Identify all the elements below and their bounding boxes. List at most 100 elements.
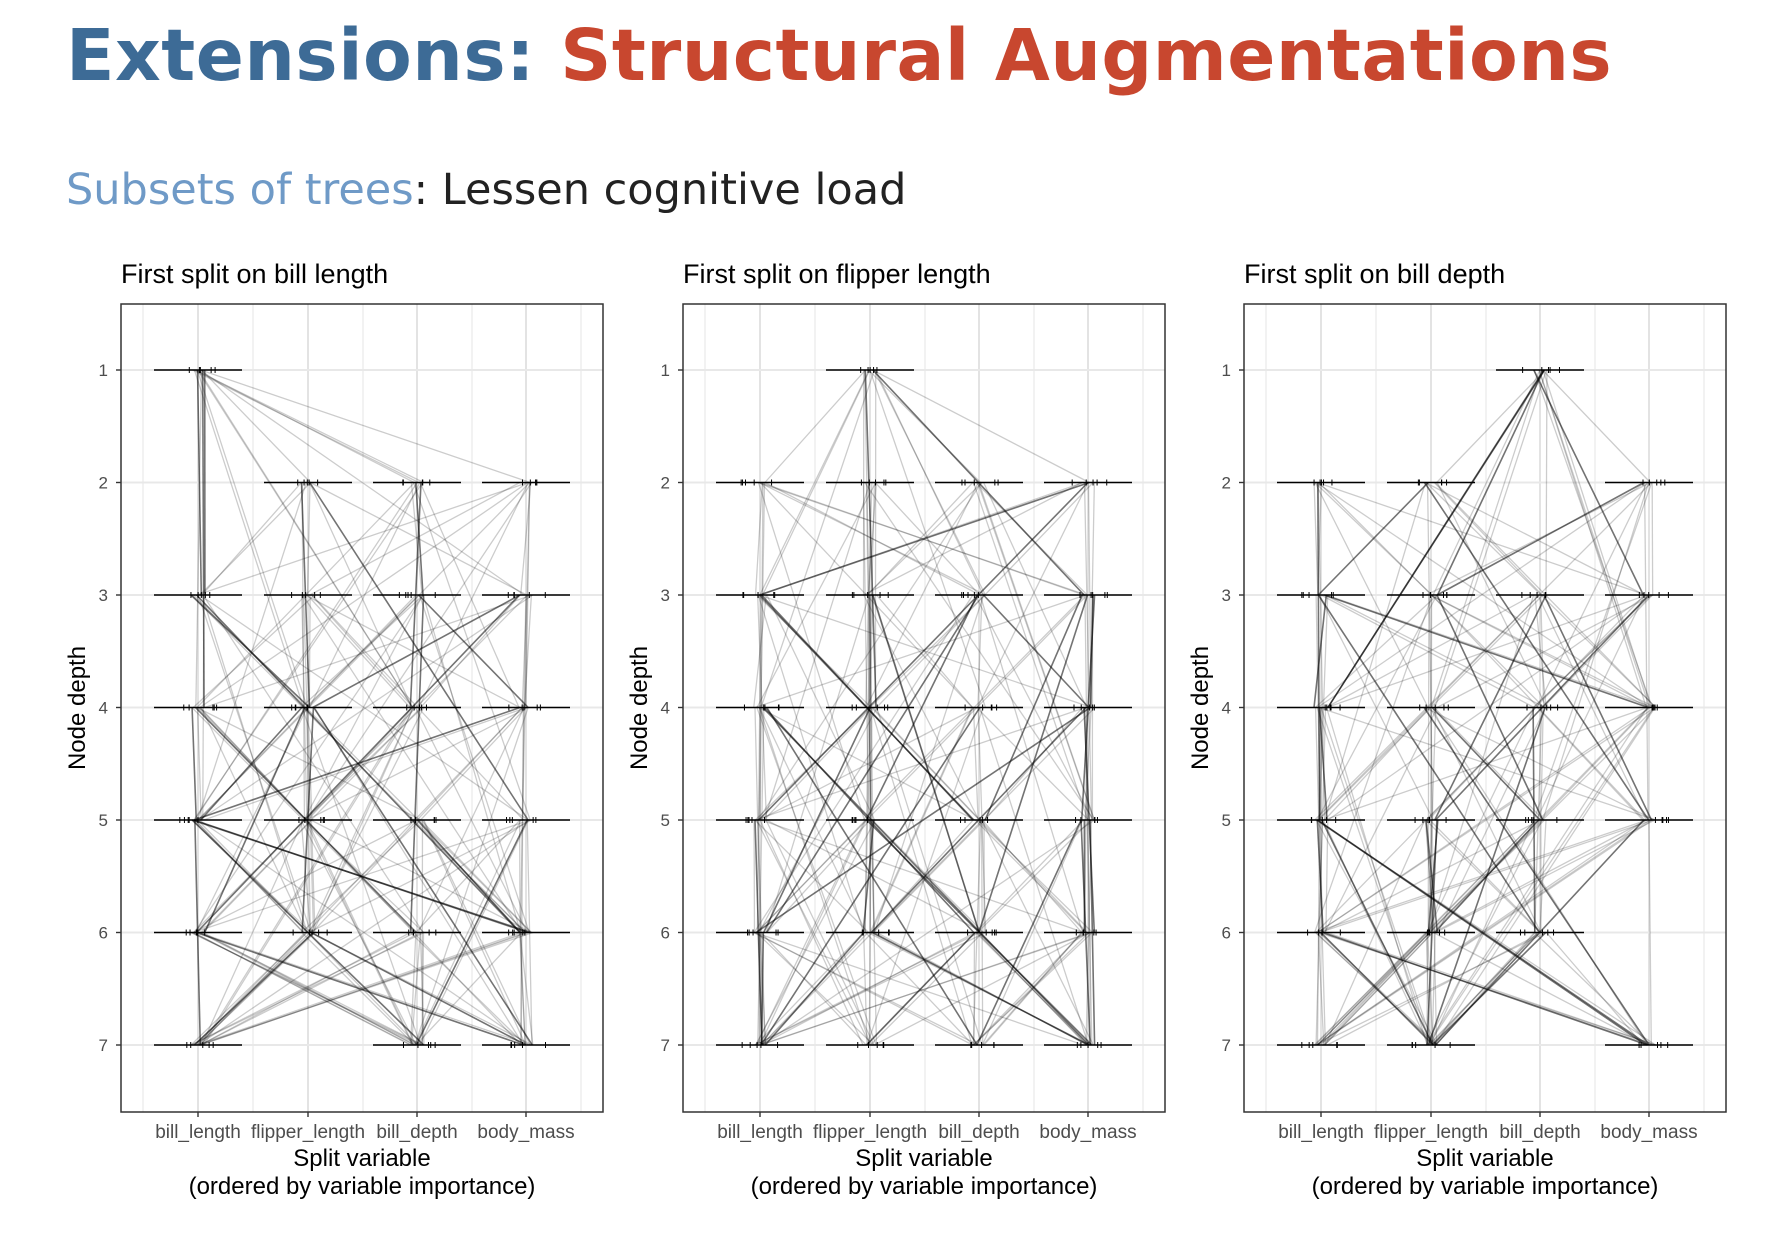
connection-line	[1426, 707, 1648, 1046]
connection-line	[1316, 594, 1438, 821]
connection-line	[1324, 932, 1434, 1046]
connection-line	[308, 594, 311, 708]
connection-line	[1425, 481, 1645, 596]
connection-line	[1533, 369, 1653, 708]
connection-line	[409, 594, 425, 933]
connection-line	[1543, 594, 1653, 821]
connection-line	[1651, 482, 1654, 596]
connection-line	[420, 707, 527, 821]
connection-line	[872, 594, 980, 933]
connection-line	[1324, 819, 1426, 1046]
connection-line	[310, 819, 532, 934]
connection-line	[310, 819, 316, 933]
connection-line	[201, 707, 412, 1046]
y-axis-label: Node depth	[626, 646, 653, 770]
x-tick-label: flipper_length	[813, 1122, 927, 1143]
connection-line	[306, 482, 311, 596]
connection-line	[753, 594, 767, 708]
connection-line	[758, 707, 878, 933]
connection-line	[1435, 932, 1536, 1046]
connection-line	[1436, 481, 1645, 596]
connection-line	[1423, 482, 1650, 821]
connection-line	[765, 594, 980, 933]
connection-line	[754, 482, 764, 596]
connection-line	[1433, 707, 1545, 821]
connection-line	[1437, 707, 1547, 933]
connection-line	[193, 931, 411, 1046]
connection-line	[1427, 707, 1536, 821]
connection-line	[423, 819, 531, 1046]
connection-line	[199, 482, 312, 596]
connection-line	[864, 369, 877, 708]
connection-line	[1318, 932, 1439, 1046]
connection-line	[519, 594, 527, 933]
connection-line	[755, 932, 865, 1046]
connection-line	[755, 706, 1086, 821]
connection-line	[192, 594, 532, 933]
connection-line	[413, 482, 531, 821]
connection-line	[519, 932, 534, 1046]
connection-line	[1537, 594, 1647, 821]
connection-line	[521, 594, 528, 708]
connection-line	[422, 819, 527, 1046]
connection-line	[304, 594, 521, 709]
connection-line	[1532, 594, 1652, 708]
connection-line	[977, 594, 983, 708]
connection-line	[756, 482, 877, 708]
connection-line	[1433, 819, 1647, 934]
connection-line	[754, 931, 980, 1046]
connection-line	[763, 707, 872, 821]
connection-line	[201, 369, 311, 483]
connection-line	[1315, 819, 1656, 1046]
connection-line	[869, 369, 987, 708]
connection-line	[300, 819, 312, 933]
connection-line	[411, 819, 527, 933]
connection-line	[865, 482, 872, 821]
connection-line	[200, 369, 531, 484]
y-tick-label: 2	[99, 474, 108, 493]
connection-line	[981, 819, 1094, 1046]
x-tick-label: bill_length	[717, 1122, 803, 1143]
connection-line	[975, 932, 1089, 1046]
connection-line	[759, 481, 986, 596]
connection-line	[521, 482, 531, 821]
connection-line	[304, 707, 423, 821]
x-tick-label: bill_length	[155, 1122, 241, 1143]
panel-title: First split on bill depth	[1244, 259, 1505, 289]
x-axis-sublabel: (ordered by variable importance)	[1312, 1173, 1659, 1200]
connection-line	[1327, 369, 1545, 708]
connection-line	[1324, 594, 1546, 709]
title-highlight: Structural Augmentations	[560, 14, 1613, 97]
connection-line	[196, 932, 314, 1046]
y-tick-label: 2	[661, 474, 670, 493]
connection-line	[1542, 369, 1651, 483]
connection-line	[760, 932, 765, 1046]
connection-line	[984, 707, 1083, 821]
connection-line	[415, 482, 424, 596]
connection-line	[1326, 931, 1656, 1046]
connection-line	[864, 482, 1095, 821]
connection-line	[422, 594, 522, 933]
connection-line	[1314, 482, 1652, 821]
connection-line	[196, 369, 203, 596]
connection-line	[1430, 369, 1542, 708]
connection-line	[754, 594, 1086, 709]
connection-line	[1315, 819, 1438, 1046]
connection-line	[310, 594, 414, 708]
connection-line	[977, 932, 1087, 1046]
connection-line	[418, 482, 529, 708]
connection-line	[875, 594, 974, 708]
connection-line	[1428, 932, 1539, 1046]
connection-line	[1320, 707, 1434, 1046]
connection-line	[757, 594, 865, 933]
connection-line	[873, 594, 985, 933]
connection-line	[519, 932, 526, 1046]
connection-line	[306, 819, 414, 1046]
connection-line	[199, 594, 529, 821]
connection-line	[1431, 707, 1542, 933]
connection-line	[301, 932, 416, 1046]
connection-line	[974, 819, 1087, 933]
connection-line	[872, 369, 1090, 484]
connection-line	[755, 819, 871, 1046]
connection-line	[1083, 482, 1093, 821]
